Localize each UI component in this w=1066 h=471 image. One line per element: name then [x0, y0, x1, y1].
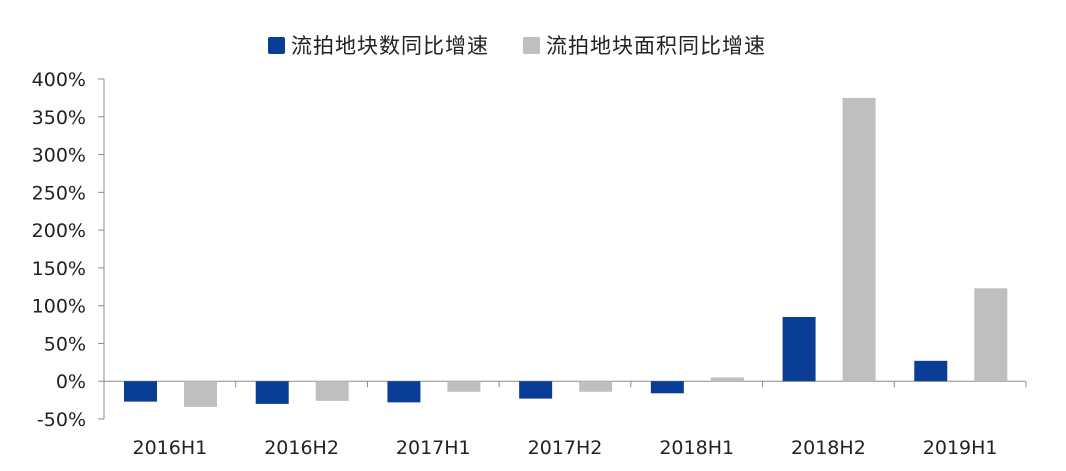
x-tick-label: 2018H1 — [659, 437, 734, 459]
x-tick-label: 2017H2 — [528, 437, 603, 459]
bar-series-1 — [650, 381, 684, 394]
legend-item-series-2: 流拍地块面积同比增速 — [523, 30, 766, 60]
bar-series-2 — [842, 97, 876, 382]
bar-series-2 — [974, 288, 1008, 382]
x-tick-label: 2017H1 — [396, 437, 471, 459]
chart-legend: 流拍地块数同比增速 流拍地块面积同比增速 — [268, 30, 800, 60]
y-tick-label: 150% — [32, 258, 86, 280]
y-tick-label: 350% — [32, 107, 86, 129]
y-tick-label: 0% — [56, 371, 86, 393]
bar-series-1 — [387, 381, 421, 403]
x-tick-label: 2016H2 — [264, 437, 339, 459]
y-tick-label: -50% — [37, 409, 86, 431]
bar-series-1 — [124, 381, 157, 402]
bar-series-2 — [184, 381, 217, 407]
bar-series-2 — [447, 381, 481, 392]
bar-series-2 — [315, 381, 349, 401]
y-tick-label: 400% — [32, 69, 86, 91]
bar-series-2 — [579, 381, 613, 392]
y-tick-label: 250% — [32, 182, 86, 204]
legend-label-series-2: 流拍地块面积同比增速 — [546, 34, 766, 58]
y-tick-label: 300% — [32, 145, 86, 167]
bar-series-1 — [255, 381, 289, 404]
bar-series-2 — [710, 377, 744, 382]
legend-label-series-1: 流拍地块数同比增速 — [291, 34, 489, 58]
legend-swatch-series-2 — [523, 36, 540, 54]
y-tick-label: 200% — [32, 220, 86, 242]
bar-series-1 — [782, 317, 816, 382]
x-tick-label: 2019H1 — [923, 437, 998, 459]
y-tick-label: 100% — [32, 296, 86, 318]
legend-swatch-series-1 — [268, 36, 285, 54]
x-tick-label: 2016H1 — [132, 437, 207, 459]
x-tick-label: 2018H2 — [791, 437, 866, 459]
legend-item-series-1: 流拍地块数同比增速 — [268, 30, 489, 60]
bar-series-1 — [914, 360, 948, 382]
bar-series-1 — [519, 381, 553, 399]
y-tick-label: 50% — [44, 333, 86, 355]
